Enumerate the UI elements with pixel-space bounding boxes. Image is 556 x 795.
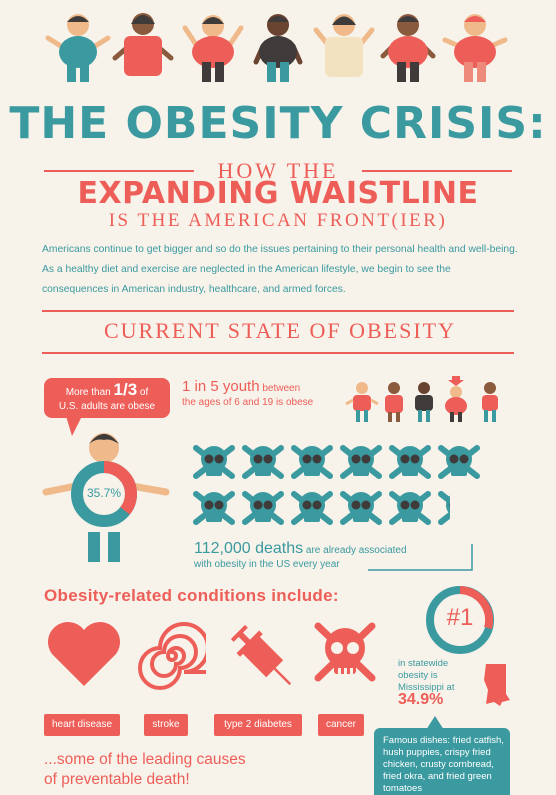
mississippi-text-2: obesity is — [398, 670, 438, 681]
dishes-tail — [426, 716, 444, 730]
mississippi-percent: 34.9% — [398, 691, 444, 708]
skull-9 — [291, 491, 333, 525]
youth-figures — [345, 376, 498, 422]
section-heading: CURRENT STATE OF OBESITY — [103, 318, 457, 343]
heart-icon — [48, 622, 120, 686]
mississippi-map-icon — [484, 664, 510, 706]
page-title: THE OBESITY CRISIS: — [9, 98, 547, 149]
mississippi-text-1: in statewide — [398, 658, 449, 669]
deaths-rest-1: are already associated — [303, 545, 407, 556]
spiral-icon — [138, 622, 206, 690]
rank-number: #1 — [446, 604, 474, 631]
conditions-heading: Obesity-related conditions include: — [44, 586, 339, 605]
leading-causes-line-2: of preventable death! — [44, 771, 190, 788]
skull-7 — [193, 491, 235, 525]
deaths-bracket — [368, 544, 473, 571]
leading-causes-line-1: ...some of the leading causes — [44, 751, 246, 768]
condition-label-stroke: stroke — [144, 714, 188, 736]
youth-rest-1: between — [259, 383, 301, 394]
deaths-stat: 112,000 deaths are already associated wi… — [194, 540, 474, 572]
adults-fraction: 1/3 — [113, 380, 138, 399]
skull-3 — [291, 445, 333, 479]
mississippi-stat: in statewide obesity is Mississippi at 3… — [398, 658, 486, 708]
skull-partial-mask — [450, 486, 492, 532]
adults-post: U.S. adults are obese — [58, 401, 156, 412]
figure-6 — [380, 14, 436, 82]
figure-2 — [112, 13, 174, 76]
figure-1 — [45, 14, 111, 82]
skull-1 — [193, 445, 235, 479]
condition-label-cancer: cancer — [318, 714, 364, 736]
section-rule-top — [42, 310, 514, 312]
condition-label-heart-disease: heart disease — [44, 714, 120, 736]
famous-dishes: Famous dishes: fried catfish, hush puppi… — [374, 728, 510, 795]
subtitle-rule-left — [44, 170, 194, 172]
skull-2 — [242, 445, 284, 479]
figure-3 — [182, 15, 244, 82]
skull-5 — [389, 445, 431, 479]
skull-4 — [340, 445, 382, 479]
syringe-icon — [230, 624, 292, 686]
skull-8 — [242, 491, 284, 525]
adults-ring-segment — [71, 461, 137, 527]
skull-grid — [193, 445, 492, 532]
figure-7 — [442, 14, 508, 82]
figure-4 — [253, 14, 303, 82]
mississippi-text-3: Mississippi at — [398, 682, 455, 693]
subtitle-line-1: HOW THE — [217, 158, 339, 183]
adults-bubble: More than 1/3 of U.S. adults are obese — [44, 378, 170, 418]
leading-causes: ...some of the leading causes of prevent… — [44, 750, 274, 790]
figure-5 — [313, 14, 375, 77]
rank-ring — [426, 586, 494, 654]
adult-figure — [42, 433, 170, 562]
condition-label-type-2-diabetes: type 2 diabetes — [214, 714, 302, 736]
subtitle-rule-right — [362, 170, 512, 172]
deaths-rest-2: with obesity in the US every year — [194, 559, 340, 570]
adults-mid: of — [137, 387, 149, 398]
skull-6 — [438, 445, 480, 479]
header-figures — [45, 13, 508, 82]
subtitle-line-2: EXPANDING WAISTLINE — [77, 176, 479, 211]
subtitle-line-3: IS THE AMERICAN FRONT(IER) — [108, 210, 448, 231]
adults-percent: 35.7% — [86, 486, 122, 500]
deaths-big: 112,000 deaths — [194, 540, 304, 557]
youth-rest-2: the ages of 6 and 19 is obese — [182, 397, 314, 408]
skull-10 — [340, 491, 382, 525]
intro-paragraph: Americans continue to get bigger and so … — [42, 244, 518, 295]
section-rule-bottom — [42, 352, 514, 354]
skull-icon — [314, 622, 376, 682]
skull-11 — [389, 491, 431, 525]
youth-big: 1 in 5 youth — [182, 378, 260, 395]
adults-pre: More than — [65, 387, 114, 398]
youth-stat: 1 in 5 youth between the ages of 6 and 1… — [182, 378, 342, 410]
bubble-tail — [66, 416, 82, 436]
